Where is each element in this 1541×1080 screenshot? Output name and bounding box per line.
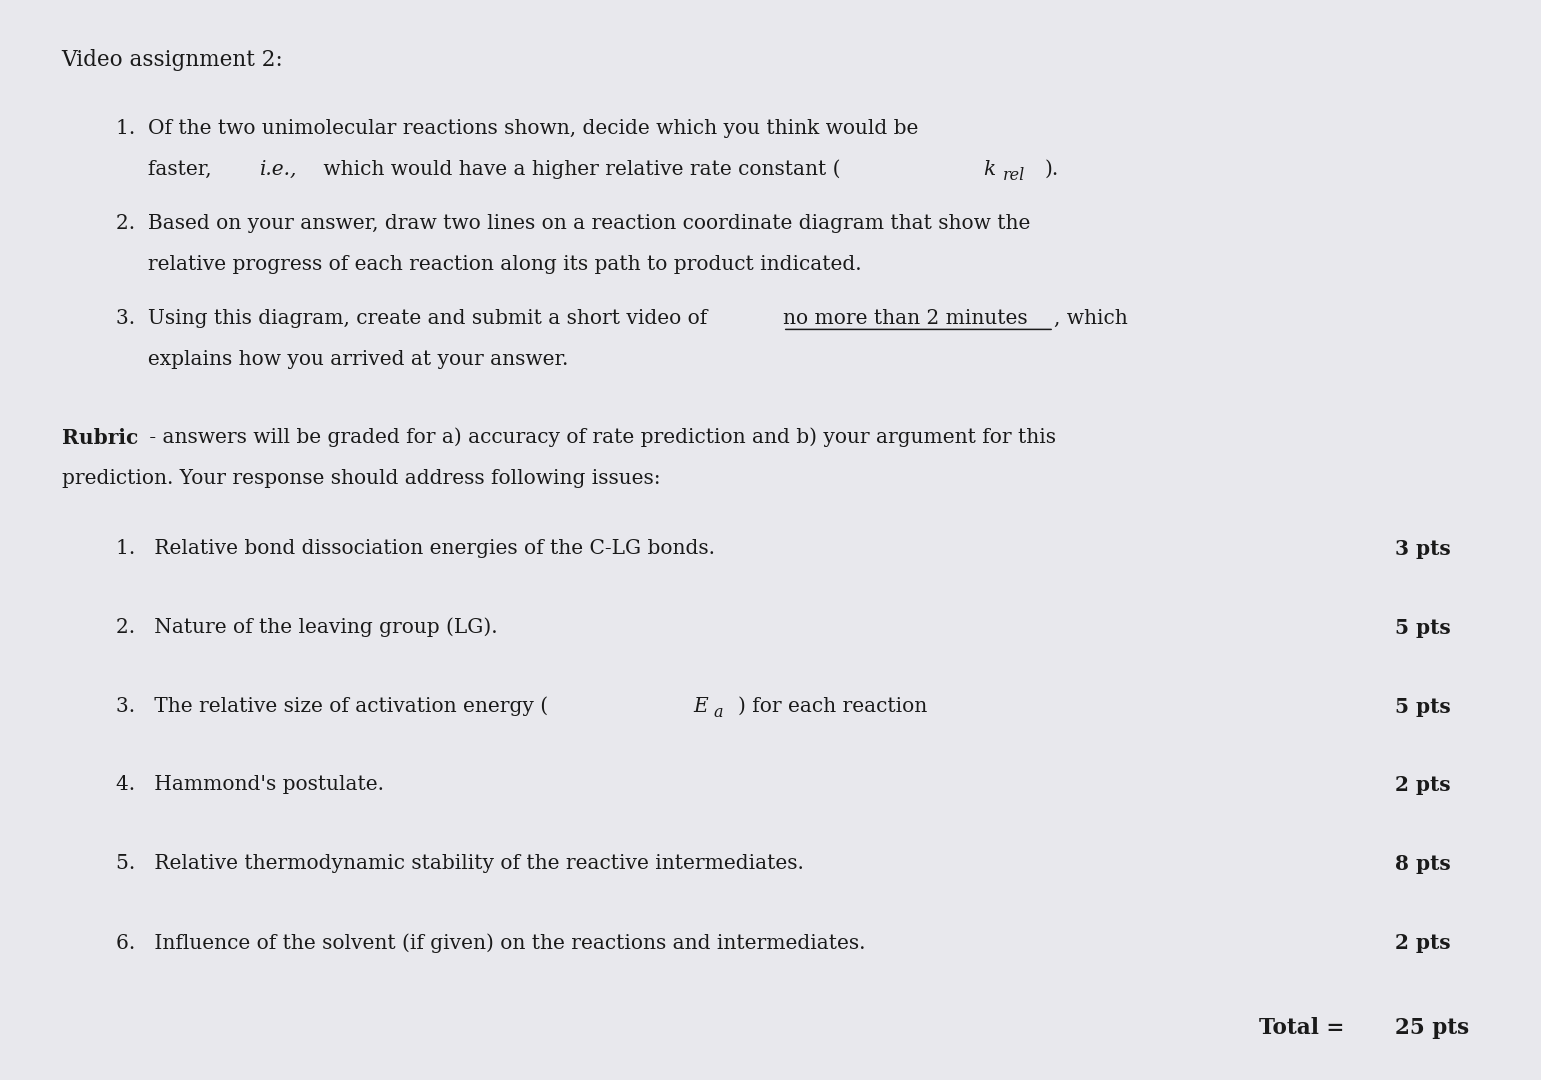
Text: 1.  Of the two unimolecular reactions shown, decide which you think would be: 1. Of the two unimolecular reactions sho…: [116, 119, 918, 138]
Text: a: a: [713, 704, 723, 721]
Text: Video assignment 2:: Video assignment 2:: [62, 49, 284, 70]
Text: 4.   Hammond's postulate.: 4. Hammond's postulate.: [116, 775, 384, 795]
Text: Rubric: Rubric: [62, 428, 137, 448]
Text: explains how you arrived at your answer.: explains how you arrived at your answer.: [116, 350, 569, 369]
Text: 2.  Based on your answer, draw two lines on a reaction coordinate diagram that s: 2. Based on your answer, draw two lines …: [116, 214, 1029, 233]
Text: - answers will be graded for a) accuracy of rate prediction and b) your argument: - answers will be graded for a) accuracy…: [143, 428, 1056, 447]
Text: faster,: faster,: [116, 160, 217, 179]
Text: 25 pts: 25 pts: [1395, 1017, 1469, 1039]
Text: 2.   Nature of the leaving group (LG).: 2. Nature of the leaving group (LG).: [116, 618, 498, 637]
Text: 5.   Relative thermodynamic stability of the reactive intermediates.: 5. Relative thermodynamic stability of t…: [116, 854, 803, 874]
Text: 1.   Relative bond dissociation energies of the C-LG bonds.: 1. Relative bond dissociation energies o…: [116, 539, 715, 558]
Text: Total =: Total =: [1259, 1017, 1344, 1039]
Text: k: k: [983, 160, 995, 179]
Text: 5 pts: 5 pts: [1395, 697, 1450, 717]
Text: relative progress of each reaction along its path to product indicated.: relative progress of each reaction along…: [116, 255, 861, 274]
Text: ) for each reaction: ) for each reaction: [738, 697, 928, 716]
Text: E: E: [693, 697, 709, 716]
Text: 3 pts: 3 pts: [1395, 539, 1450, 559]
Text: 5 pts: 5 pts: [1395, 618, 1450, 638]
Text: 8 pts: 8 pts: [1395, 854, 1450, 875]
Text: prediction. Your response should address following issues:: prediction. Your response should address…: [62, 469, 660, 488]
Text: i.e.,: i.e.,: [260, 160, 297, 179]
Text: 2 pts: 2 pts: [1395, 933, 1450, 954]
Text: ).: ).: [1045, 160, 1059, 179]
Text: 3.  Using this diagram, create and submit a short video of: 3. Using this diagram, create and submit…: [116, 309, 713, 328]
Text: no more than 2 minutes: no more than 2 minutes: [783, 309, 1028, 328]
Text: 2 pts: 2 pts: [1395, 775, 1450, 796]
Text: which would have a higher relative rate constant (: which would have a higher relative rate …: [317, 160, 841, 179]
Text: , which: , which: [1054, 309, 1128, 328]
Text: rel: rel: [1003, 167, 1025, 185]
Text: 3.   The relative size of activation energy (: 3. The relative size of activation energ…: [116, 697, 547, 716]
Text: 6.   Influence of the solvent (if given) on the reactions and intermediates.: 6. Influence of the solvent (if given) o…: [116, 933, 865, 953]
